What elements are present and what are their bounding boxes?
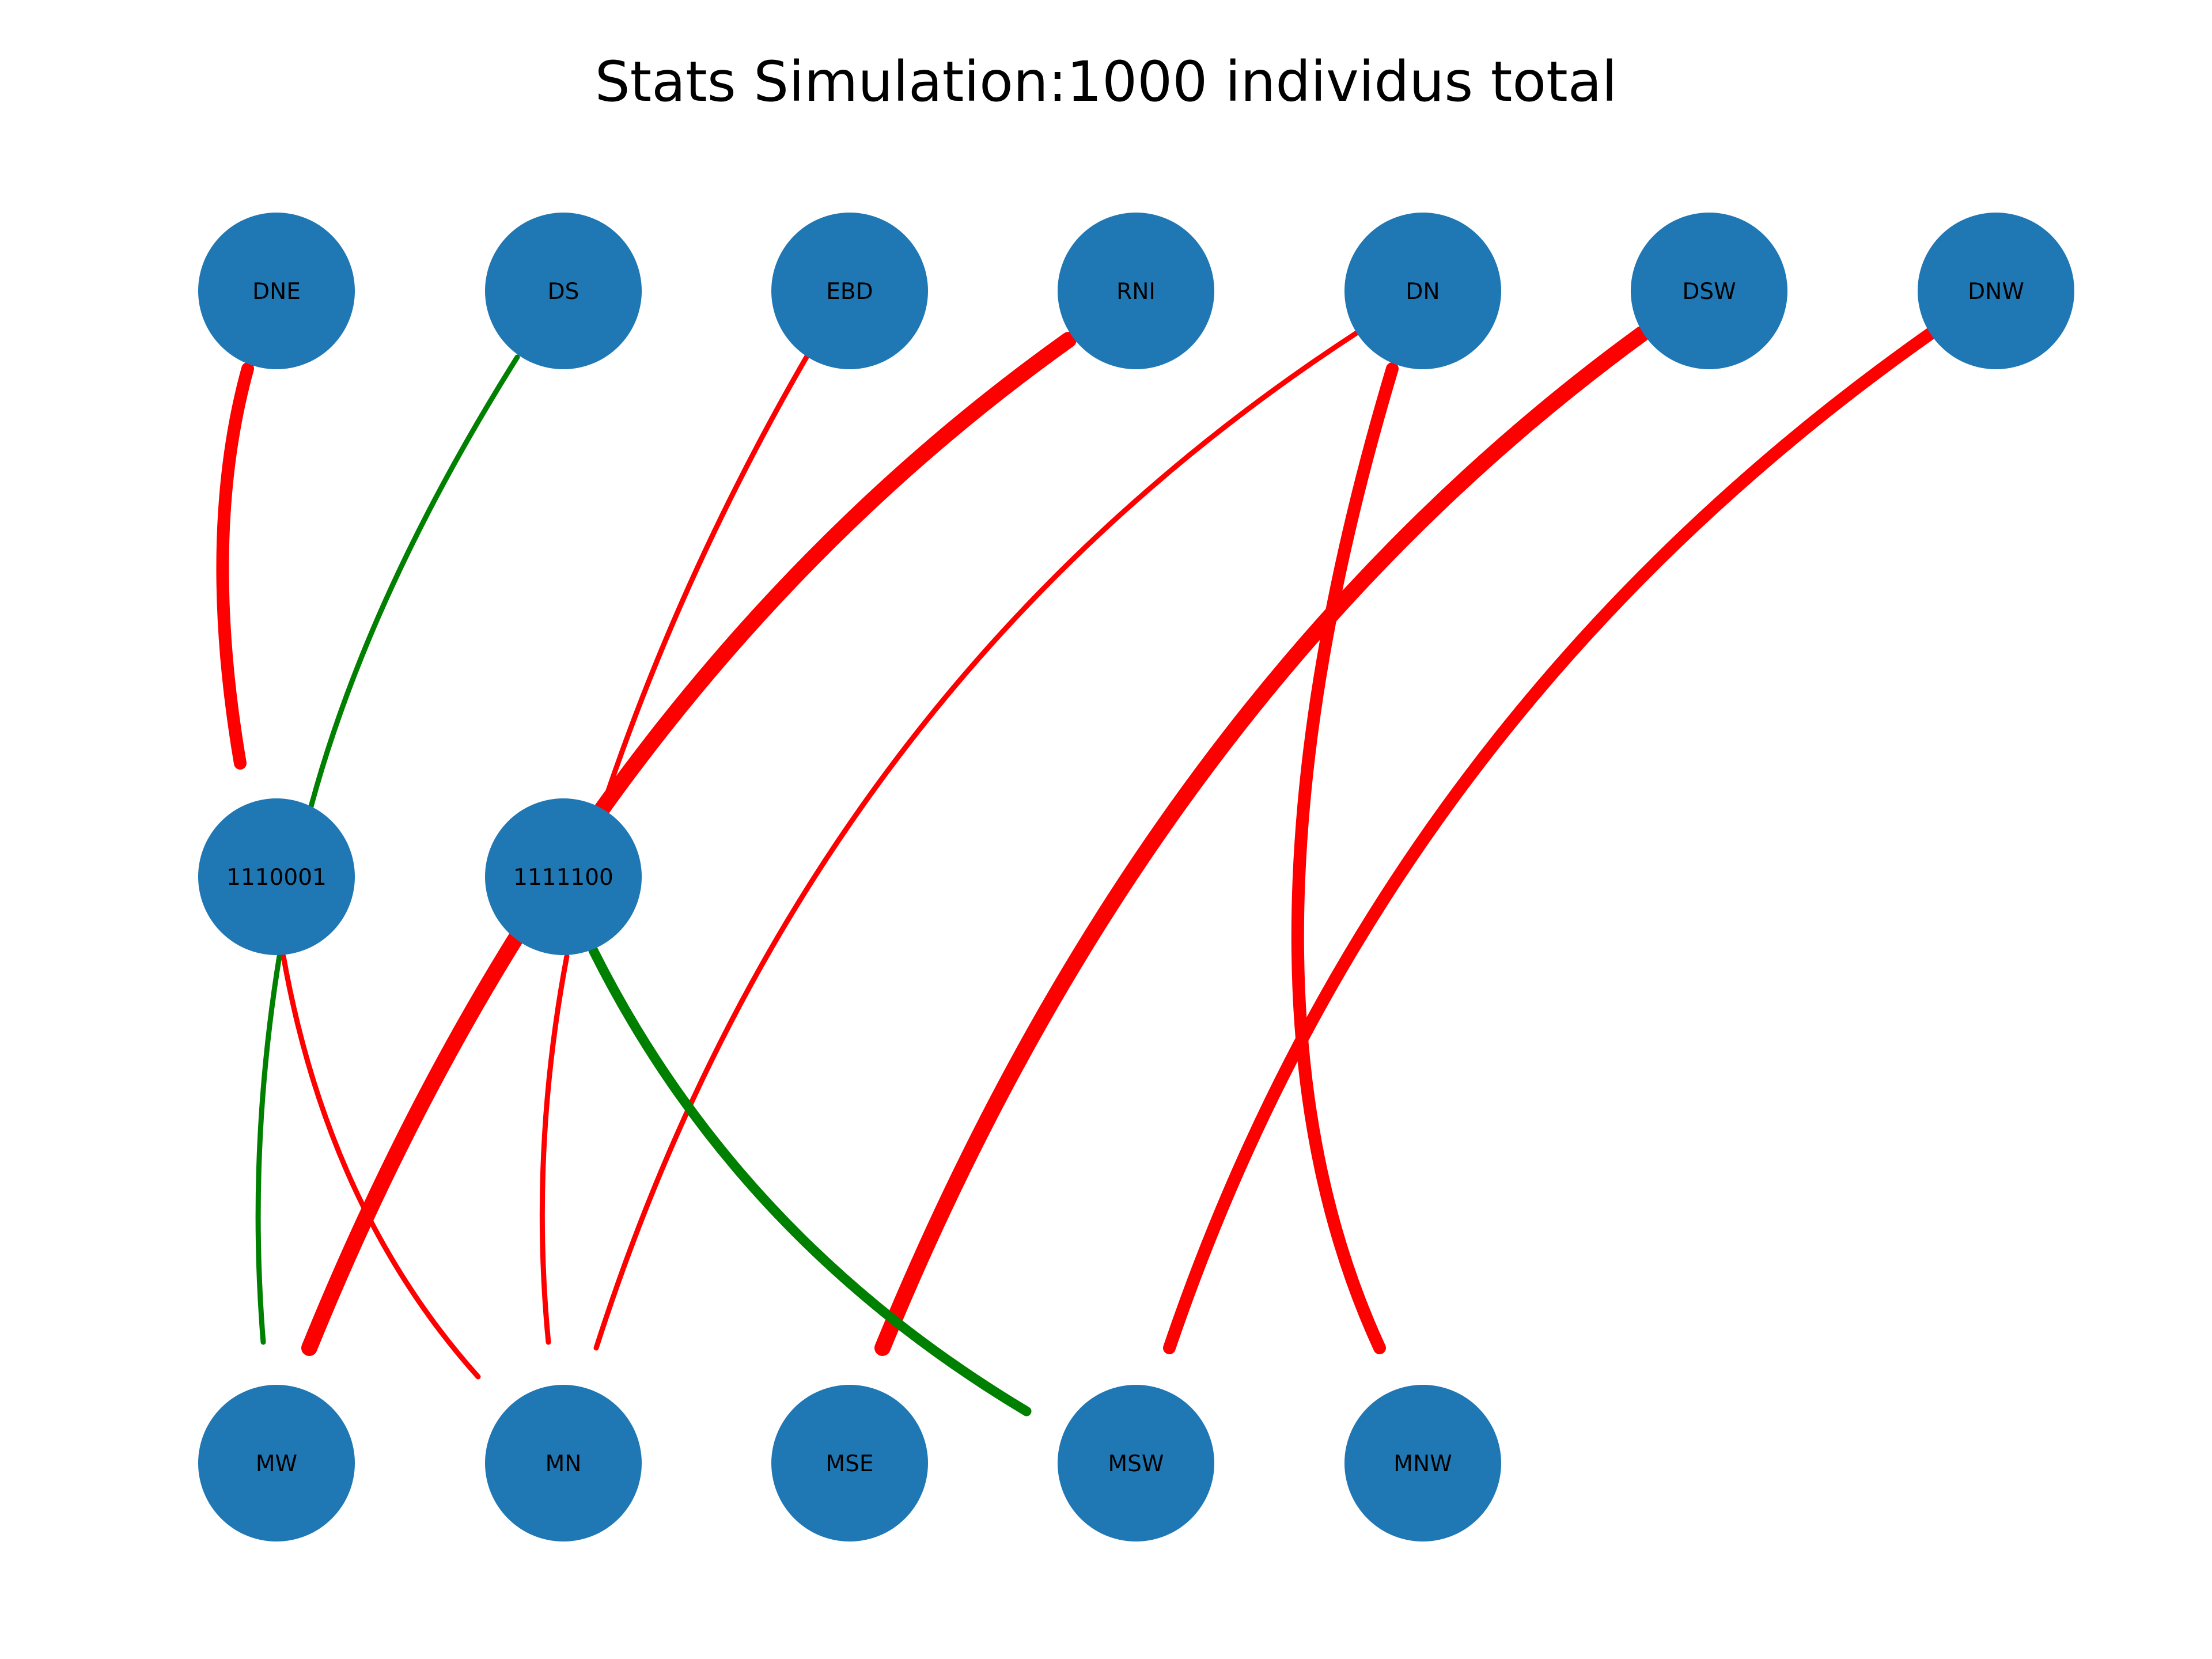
node-mn: MN [485,1385,642,1541]
edge-1111100-to-msw [588,945,1032,1416]
edge-1110001-to-mn [281,953,481,1380]
node-circle [1631,213,1787,369]
node-circle [1058,1385,1214,1541]
node-dsw: DSW [1631,213,1787,369]
edges-layer [216,326,1936,1416]
node-label: DSW [1682,279,1736,305]
node-label: MSE [825,1451,873,1477]
node-label: 1111100 [513,865,613,891]
node-mnw: MNW [1344,1385,1501,1541]
node-dn: DN [1344,213,1501,369]
node-1110001: 1110001 [198,798,355,955]
edge-dn-to-mn [593,330,1359,1351]
node-msw: MSW [1058,1385,1214,1541]
node-circle [1344,1385,1501,1541]
node-rni: RNI [1058,213,1214,369]
node-label: DNW [1968,279,2024,305]
node-label: DNE [252,279,301,305]
node-dnw: DNW [1918,213,2074,369]
edge-dne-to-1110001 [216,362,254,770]
node-circle [198,798,355,955]
edge-dn-to-mnw [1291,362,1399,1354]
node-circle [485,798,642,955]
node-circle [198,1385,355,1541]
node-label: MSW [1108,1451,1164,1477]
edge-ds-to-1110001 [308,354,520,809]
diagram-title: Stats Simulation:1000 individus total [595,50,1618,114]
node-mse: MSE [771,1385,928,1541]
node-circle [198,213,355,369]
node-circle [1058,213,1214,369]
node-label: MNW [1393,1451,1452,1477]
node-dne: DNE [198,213,355,369]
node-circle [1918,213,2074,369]
node-ebd: EBD [771,213,928,369]
node-label: DN [1406,279,1440,305]
node-label: MW [256,1451,297,1477]
edge-1111100-to-mn [539,953,570,1345]
node-circle [1344,213,1501,369]
node-circle [485,1385,642,1541]
edge-dnw-to-msw [1163,328,1936,1354]
node-label: DS [548,279,579,305]
nodes-layer: DNE DS EBD RNI DN DSW DNW 1110001 1111100 MW MN MSE… [198,213,2074,1541]
node-circle [771,213,928,369]
node-label: EBD [826,279,873,305]
node-ds: DS [485,213,642,369]
node-label: MN [546,1451,582,1477]
node-label: 1110001 [226,865,327,891]
edge-dsw-to-mse [874,326,1650,1356]
node-1111100: 1111100 [485,798,642,955]
node-mw: MW [198,1385,355,1541]
node-circle [771,1385,928,1541]
node-circle [485,213,642,369]
node-label: RNI [1116,279,1156,305]
edge-rni-to-mw [301,332,1077,1356]
edge-1110001-to-mw [255,953,282,1345]
edge-ebd-to-1111100 [599,354,809,812]
